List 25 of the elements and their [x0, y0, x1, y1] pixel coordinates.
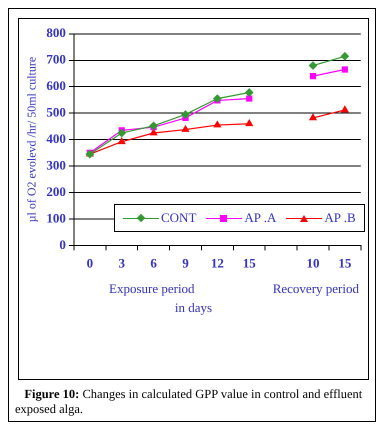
legend-label: AP .B [324, 210, 356, 226]
x-tick-label: 9 [182, 256, 190, 271]
x-tick-label: 15 [242, 256, 256, 271]
y-tick-label: 0 [59, 236, 66, 252]
x-tick-label: 10 [306, 256, 320, 271]
x-axis-title: in days [174, 300, 214, 316]
y-tick-label: 500 [46, 104, 66, 120]
text: Exposure period [109, 281, 195, 297]
y-tick-label: 700 [46, 52, 66, 67]
y-tick-label: 300 [46, 157, 66, 172]
legend-label: CONT [161, 210, 196, 226]
caption: Figure 10: Changes in calculated GPP value in control and effluent exposed alga. [15, 387, 364, 417]
y-axis-title: µl of O2 evolevd /hr/ 50ml culture [24, 56, 38, 222]
y-tick-label: 100 [46, 210, 66, 226]
x-tick-label: 0 [86, 256, 94, 271]
x-tick-label: 12 [210, 256, 224, 271]
y-tick-label: 600 [46, 78, 66, 94]
text: Recovery period [272, 281, 359, 297]
y-tick-label: 800 [46, 25, 66, 40]
x-tick-label: 6 [150, 256, 158, 271]
y-tick-label: 200 [46, 184, 66, 199]
x-tick-label: 3 [118, 256, 126, 271]
x-tick-label: 15 [338, 256, 352, 271]
y-tick-label: 400 [46, 130, 66, 146]
legend-label: AP .A [244, 210, 276, 226]
